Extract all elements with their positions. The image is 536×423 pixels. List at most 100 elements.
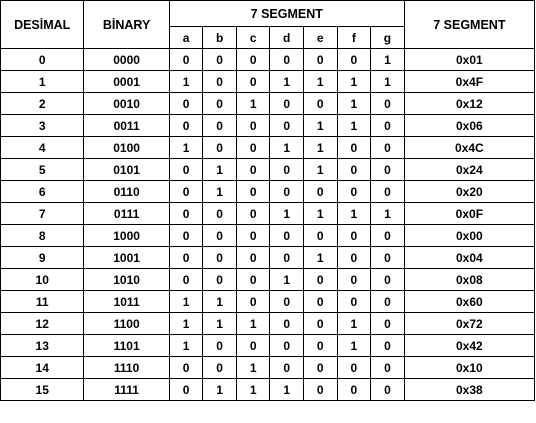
- decimal-cell: 11: [0, 290, 85, 313]
- segment-e-cell: 1: [303, 136, 338, 159]
- segment-b-cell: 0: [202, 334, 237, 357]
- segment-c-cell: 0: [235, 202, 271, 225]
- segment-d-cell: 1: [269, 136, 304, 159]
- segment-b-cell: 1: [202, 378, 237, 401]
- hex-cell: 0x08: [403, 268, 536, 291]
- segment-e-cell: 0: [303, 92, 338, 115]
- segment-e-cell: 0: [303, 334, 338, 357]
- segment-g-cell: 0: [370, 136, 405, 159]
- segment-b-cell: 1: [202, 290, 237, 313]
- segment-f-header: f: [336, 26, 372, 49]
- segment-f-cell: 0: [336, 268, 372, 291]
- segment-b-cell: 1: [202, 180, 237, 203]
- table-row: 5 0101 0 1 0 0 1 0 0 0x24: [0, 158, 536, 181]
- hex-cell: 0x4F: [403, 70, 536, 93]
- segment-f-cell: 1: [336, 334, 372, 357]
- decimal-cell: 9: [0, 246, 85, 269]
- binary-cell: 1001: [83, 246, 170, 269]
- binary-cell: 0011: [83, 114, 170, 137]
- hex-cell: 0x60: [403, 290, 536, 313]
- segment-e-cell: 0: [303, 180, 338, 203]
- segment-g-cell: 0: [370, 180, 405, 203]
- decimal-cell: 10: [0, 268, 85, 291]
- segment-a-cell: 1: [168, 136, 204, 159]
- segment-c-header: c: [235, 26, 271, 49]
- segment-f-cell: 0: [336, 48, 372, 71]
- segment-e-cell: 0: [303, 48, 338, 71]
- binary-cell: 0100: [83, 136, 170, 159]
- table-row: 9 1001 0 0 0 0 1 0 0 0x04: [0, 246, 536, 269]
- segment-e-cell: 1: [303, 246, 338, 269]
- binary-cell: 0000: [83, 48, 170, 71]
- binary-cell: 0101: [83, 158, 170, 181]
- segment-g-cell: 0: [370, 92, 405, 115]
- segment-a-cell: 0: [168, 268, 204, 291]
- segment-a-cell: 1: [168, 70, 204, 93]
- segment-a-cell: 0: [168, 158, 204, 181]
- segment-g-cell: 0: [370, 268, 405, 291]
- segment-c-cell: 0: [235, 334, 271, 357]
- segment-a-cell: 0: [168, 114, 204, 137]
- binary-cell: 1010: [83, 268, 170, 291]
- segment-c-cell: 1: [235, 378, 271, 401]
- segment-c-cell: 0: [235, 290, 271, 313]
- segment-a-cell: 1: [168, 312, 204, 335]
- hex-cell: 0x12: [403, 92, 536, 115]
- segment-a-cell: 0: [168, 246, 204, 269]
- hex-cell: 0x06: [403, 114, 536, 137]
- binary-cell: 1000: [83, 224, 170, 247]
- binary-cell: 1111: [83, 378, 170, 401]
- segment-f-cell: 0: [336, 290, 372, 313]
- binary-cell: 1100: [83, 312, 170, 335]
- decimal-cell: 1: [0, 70, 85, 93]
- decimal-cell: 6: [0, 180, 85, 203]
- hex-cell: 0x20: [403, 180, 536, 203]
- segment-d-cell: 0: [269, 356, 304, 379]
- segment-b-cell: 0: [202, 48, 237, 71]
- segment-e-cell: 0: [303, 268, 338, 291]
- decimal-cell: 4: [0, 136, 85, 159]
- segment-f-cell: 1: [336, 202, 372, 225]
- segment-f-cell: 1: [336, 70, 372, 93]
- segment-f-cell: 0: [336, 378, 372, 401]
- segment-c-cell: 0: [235, 70, 271, 93]
- segment-e-cell: 1: [303, 202, 338, 225]
- segment-g-cell: 1: [370, 70, 405, 93]
- segment-g-cell: 0: [370, 356, 405, 379]
- segment-c-cell: 1: [235, 312, 271, 335]
- segment-c-cell: 0: [235, 224, 271, 247]
- segment-b-cell: 0: [202, 356, 237, 379]
- segment-f-cell: 0: [336, 158, 372, 181]
- segment-a-cell: 0: [168, 202, 204, 225]
- table-row: 12 1100 1 1 1 0 0 1 0 0x72: [0, 312, 536, 335]
- table-header: DESİMAL BİNARY 7 SEGMENT 7 SEGMENT a b c…: [0, 0, 536, 49]
- segment-g-cell: 0: [370, 246, 405, 269]
- decimal-cell: 7: [0, 202, 85, 225]
- segment-d-cell: 0: [269, 114, 304, 137]
- segment-e-cell: 0: [303, 224, 338, 247]
- hex-cell: 0x42: [403, 334, 536, 357]
- segment-d-cell: 0: [269, 92, 304, 115]
- decimal-cell: 14: [0, 356, 85, 379]
- segment-f-cell: 0: [336, 246, 372, 269]
- segment-f-cell: 0: [336, 356, 372, 379]
- segment-e-cell: 0: [303, 378, 338, 401]
- binary-cell: 0111: [83, 202, 170, 225]
- segment-e-cell: 0: [303, 312, 338, 335]
- binary-cell: 0110: [83, 180, 170, 203]
- segment-c-cell: 0: [235, 136, 271, 159]
- segment-c-cell: 0: [235, 268, 271, 291]
- segment-b-header: b: [202, 26, 237, 49]
- hex-cell: 0x10: [403, 356, 536, 379]
- segment-f-cell: 1: [336, 114, 372, 137]
- table-row: 14 1110 0 0 1 0 0 0 0 0x10: [0, 356, 536, 379]
- segment-d-cell: 1: [269, 70, 304, 93]
- segment-a-cell: 0: [168, 356, 204, 379]
- segment-d-cell: 0: [269, 224, 304, 247]
- table-row: 6 0110 0 1 0 0 0 0 0 0x20: [0, 180, 536, 203]
- table-row: 10 1010 0 0 0 1 0 0 0 0x08: [0, 268, 536, 291]
- hex-cell: 0x4C: [403, 136, 536, 159]
- segment-g-cell: 0: [370, 312, 405, 335]
- segment-f-cell: 1: [336, 312, 372, 335]
- segment-g-cell: 0: [370, 224, 405, 247]
